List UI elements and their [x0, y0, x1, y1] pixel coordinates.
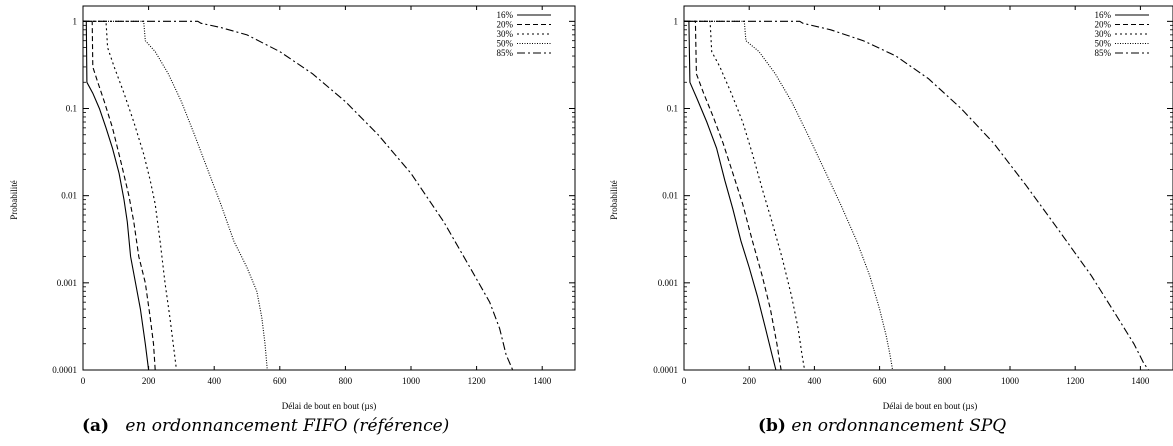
series-line-2: [684, 20, 782, 371]
series-line-3: [684, 20, 806, 371]
x-axis-label: Délai de bout en bout (µs): [282, 401, 376, 411]
legend-label: 16%: [497, 10, 514, 20]
caption-a-label: (a): [82, 416, 110, 436]
legend-label: 50%: [497, 39, 514, 49]
y-ticks: 1 0.1 0.01 0.001 0.0001: [653, 16, 1173, 375]
y-tick-label: 0.001: [57, 278, 77, 288]
legend-label: 20%: [1095, 20, 1112, 30]
y-tick-label: 0.1: [66, 104, 77, 114]
x-tick-label: 800: [339, 376, 353, 386]
series-line-1: [83, 20, 150, 371]
caption-b-text: en ordonnancement SPQ: [791, 416, 1007, 436]
series-line-2: [83, 20, 156, 371]
series-line-4: [83, 20, 268, 371]
y-tick-label: 1: [73, 16, 78, 26]
x-tick-label: 600: [273, 376, 287, 386]
series-line-3: [83, 20, 178, 371]
y-tick-label: 0.001: [658, 278, 678, 288]
x-tick-label: 200: [142, 376, 156, 386]
y-tick-label: 0.0001: [52, 365, 77, 375]
legend-label: 16%: [1095, 10, 1112, 20]
y-axis-label: Probabilité: [9, 180, 19, 220]
x-tick-label: 0: [81, 376, 86, 386]
series-lines: [83, 20, 514, 371]
series-line-4: [684, 20, 894, 371]
x-tick-label: 1200: [468, 376, 487, 386]
series-line-5: [83, 20, 514, 371]
x-tick-label: 1200: [1066, 376, 1085, 386]
chart-panel-a: Probabilité Délai de bout en bout (µs) 0…: [9, 5, 576, 411]
caption-a: (a) en ordonnancement FIFO (référence): [82, 416, 449, 436]
x-axis-label: Délai de bout en bout (µs): [883, 401, 977, 411]
x-ticks: 0 200 400 600 800 1000 1200 1400: [81, 6, 552, 386]
series-line-5: [684, 20, 1149, 371]
y-ticks: 1 0.1 0.01 0.001 0.0001: [52, 16, 575, 375]
x-tick-label: 0: [682, 376, 687, 386]
x-tick-label: 800: [938, 376, 952, 386]
legend-label: 85%: [497, 48, 514, 58]
y-axis-label: Probabilité: [609, 180, 619, 220]
y-tick-label: 0.01: [61, 191, 77, 201]
y-tick-label: 0.01: [662, 191, 678, 201]
chart-panel-b: Probabilité Délai de bout en bout (µs) 0…: [609, 5, 1173, 411]
caption-b-label: (b): [758, 416, 786, 436]
x-tick-label: 200: [742, 376, 756, 386]
legend-label: 50%: [1095, 39, 1112, 49]
legend-label: 85%: [1095, 48, 1112, 58]
plot-frame: [683, 5, 1173, 371]
caption-a-text: en ordonnancement FIFO (référence): [125, 416, 450, 436]
series-line-1: [684, 20, 777, 371]
x-tick-label: 400: [207, 376, 221, 386]
y-tick-label: 0.0001: [653, 365, 678, 375]
caption-b: (b) en ordonnancement SPQ: [758, 416, 1006, 436]
series-lines: [684, 20, 1149, 371]
x-tick-label: 600: [873, 376, 887, 386]
legend: 16%20%30%50%85%: [1095, 10, 1149, 58]
x-tick-label: 1400: [533, 376, 552, 386]
x-tick-label: 400: [808, 376, 822, 386]
y-tick-label: 0.1: [667, 104, 678, 114]
legend-label: 30%: [1095, 29, 1112, 39]
legend: 16%20%30%50%85%: [497, 10, 551, 58]
x-tick-label: 1400: [1131, 376, 1150, 386]
legend-label: 20%: [497, 20, 514, 30]
x-tick-label: 1000: [402, 376, 421, 386]
legend-label: 30%: [497, 29, 514, 39]
plot-frame: [82, 5, 576, 371]
x-ticks: 0 200 400 600 800 1000 1200 1400: [682, 6, 1150, 386]
x-tick-label: 1000: [1001, 376, 1020, 386]
y-tick-label: 1: [674, 16, 679, 26]
